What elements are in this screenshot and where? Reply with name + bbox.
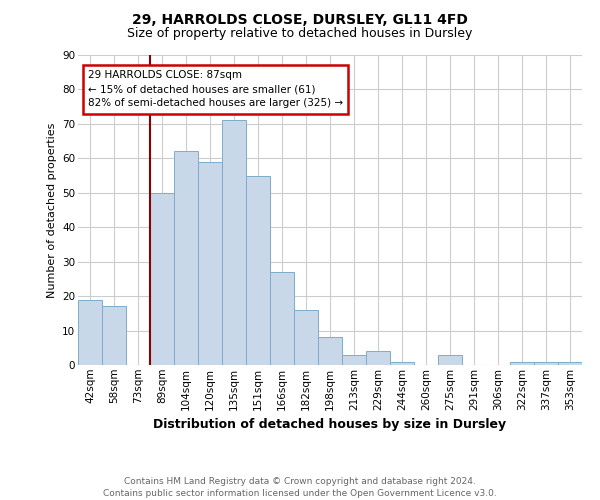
Bar	[294, 310, 318, 365]
Bar	[390, 362, 414, 365]
Bar	[150, 193, 174, 365]
Bar	[102, 306, 126, 365]
Bar	[174, 152, 198, 365]
Bar	[318, 338, 342, 365]
Bar	[342, 354, 366, 365]
Text: Contains HM Land Registry data © Crown copyright and database right 2024.
Contai: Contains HM Land Registry data © Crown c…	[103, 476, 497, 498]
Bar	[78, 300, 102, 365]
Bar	[246, 176, 270, 365]
Bar	[366, 351, 390, 365]
Text: 29, HARROLDS CLOSE, DURSLEY, GL11 4FD: 29, HARROLDS CLOSE, DURSLEY, GL11 4FD	[132, 12, 468, 26]
Bar	[438, 354, 462, 365]
Text: 29 HARROLDS CLOSE: 87sqm
← 15% of detached houses are smaller (61)
82% of semi-d: 29 HARROLDS CLOSE: 87sqm ← 15% of detach…	[88, 70, 343, 108]
Bar	[270, 272, 294, 365]
Text: Size of property relative to detached houses in Dursley: Size of property relative to detached ho…	[127, 28, 473, 40]
Bar	[222, 120, 246, 365]
Bar	[198, 162, 222, 365]
X-axis label: Distribution of detached houses by size in Dursley: Distribution of detached houses by size …	[154, 418, 506, 431]
Bar	[558, 362, 582, 365]
Y-axis label: Number of detached properties: Number of detached properties	[47, 122, 56, 298]
Bar	[510, 362, 534, 365]
Bar	[534, 362, 558, 365]
